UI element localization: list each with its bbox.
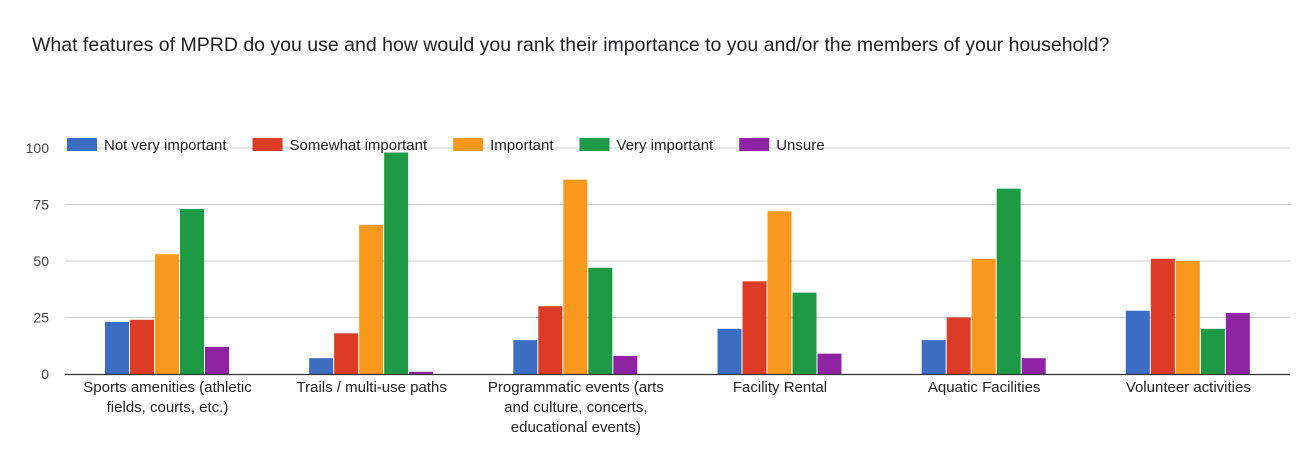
bar-important[interactable] — [359, 224, 384, 374]
x-category-label: educational events) — [511, 419, 641, 436]
x-category-label: Volunteer activities — [1126, 379, 1251, 396]
bar-somewhat-important[interactable] — [1150, 258, 1175, 374]
x-category-label: Aquatic Facilities — [928, 379, 1041, 396]
bar-somewhat-important[interactable] — [946, 317, 971, 375]
bar-unsure[interactable] — [817, 353, 842, 374]
legend-swatch — [453, 138, 484, 151]
bar-unsure[interactable] — [409, 371, 434, 374]
bar-unsure[interactable] — [1021, 358, 1046, 374]
bar-important[interactable] — [971, 258, 996, 374]
legend-label[interactable]: Not very important — [104, 137, 227, 154]
y-tick-label: 50 — [33, 253, 49, 269]
legend-label[interactable]: Important — [490, 137, 554, 154]
legend-label[interactable]: Very important — [617, 137, 715, 154]
x-category-label: Sports amenities (athletic — [83, 379, 252, 396]
y-tick-label: 75 — [33, 197, 49, 213]
bars — [105, 152, 1250, 375]
legend[interactable]: Not very important Somewhat important Impo… — [67, 137, 825, 154]
bar-somewhat-important[interactable] — [538, 306, 563, 374]
bar-not-very-important[interactable] — [513, 340, 538, 374]
bar-not-very-important[interactable] — [921, 340, 946, 374]
axes: 0 25 50 75 100 Sports amenities (athletic fiel… — [26, 140, 1290, 436]
legend-swatch — [739, 138, 770, 151]
bar-important[interactable] — [767, 211, 792, 374]
bar-not-very-important[interactable] — [309, 358, 334, 374]
chart-title: What features of MPRD do you use and how… — [32, 34, 1110, 56]
bar-very-important[interactable] — [1200, 328, 1225, 374]
bar-unsure[interactable] — [205, 346, 229, 374]
bar-important[interactable] — [563, 179, 588, 374]
legend-swatch — [67, 138, 97, 151]
legend-label[interactable]: Unsure — [776, 137, 824, 154]
y-tick-label: 0 — [41, 366, 49, 382]
y-tick-label: 25 — [33, 310, 49, 326]
gridlines — [65, 147, 1290, 318]
bar-not-very-important[interactable] — [717, 328, 742, 374]
x-category-label: fields, courts, etc.) — [107, 399, 229, 416]
bar-somewhat-important[interactable] — [130, 319, 154, 374]
bar-very-important[interactable] — [180, 209, 204, 374]
bar-very-important[interactable] — [996, 188, 1021, 374]
x-category-label: and culture, concerts, — [504, 399, 647, 416]
x-category-label: Trails / multi-use paths — [297, 379, 447, 396]
legend-swatch — [579, 138, 610, 151]
legend-swatch — [252, 138, 283, 151]
bar-very-important[interactable] — [588, 267, 613, 374]
bar-unsure[interactable] — [1225, 312, 1250, 374]
bar-very-important[interactable] — [384, 152, 409, 374]
bar-important[interactable] — [155, 254, 179, 374]
bar-important[interactable] — [1175, 261, 1200, 374]
legend-label[interactable]: Somewhat important — [290, 137, 428, 154]
bar-unsure[interactable] — [613, 355, 638, 374]
bar-not-very-important[interactable] — [1125, 310, 1150, 374]
y-tick-label: 100 — [26, 140, 50, 156]
bar-not-very-important[interactable] — [105, 322, 129, 374]
bar-very-important[interactable] — [792, 292, 817, 374]
bar-somewhat-important[interactable] — [742, 281, 767, 374]
x-category-label: Programmatic events (arts — [488, 379, 664, 396]
x-category-label: Facility Rental — [733, 379, 827, 396]
bar-somewhat-important[interactable] — [334, 333, 359, 374]
